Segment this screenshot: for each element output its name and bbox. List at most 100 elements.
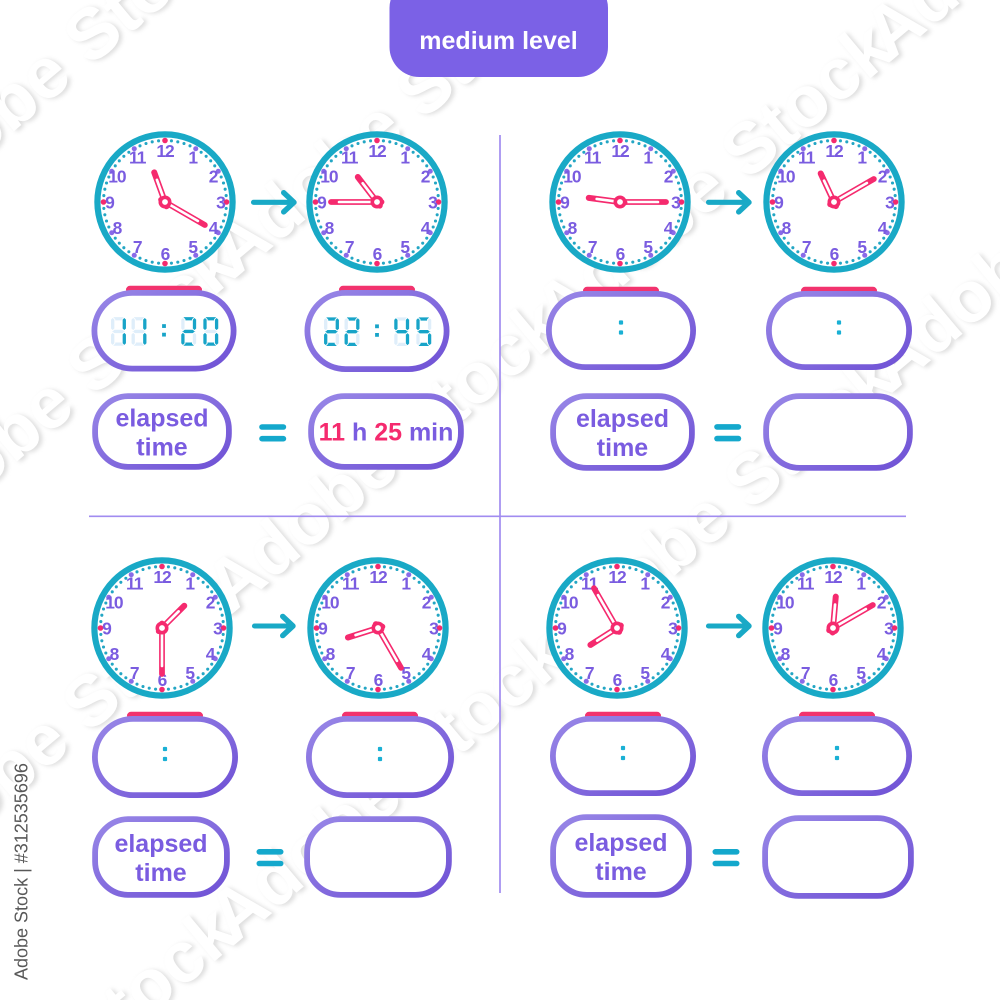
svg-text:3: 3: [671, 192, 681, 212]
svg-text:12: 12: [611, 141, 629, 161]
svg-text:6: 6: [613, 670, 623, 690]
svg-text:6: 6: [830, 244, 840, 264]
svg-text:elapsed: elapsed: [574, 829, 667, 857]
svg-text:3: 3: [668, 618, 678, 638]
svg-text:10: 10: [321, 593, 339, 613]
svg-text:time: time: [136, 434, 188, 462]
svg-text:9: 9: [774, 192, 784, 212]
svg-text:9: 9: [317, 192, 327, 212]
svg-text:11: 11: [126, 574, 144, 594]
svg-text:9: 9: [105, 192, 115, 212]
svg-text:4: 4: [661, 644, 671, 664]
svg-text:12: 12: [153, 567, 171, 587]
svg-text:6: 6: [616, 244, 626, 264]
svg-text:6: 6: [161, 244, 171, 264]
svg-text:6: 6: [373, 244, 383, 264]
svg-text:7: 7: [130, 663, 139, 683]
svg-text:4: 4: [209, 218, 219, 238]
svg-text:4: 4: [877, 644, 887, 664]
svg-text:12: 12: [369, 567, 387, 587]
svg-text:2: 2: [421, 167, 430, 187]
svg-text:1: 1: [856, 574, 866, 594]
svg-text:11: 11: [342, 574, 360, 594]
svg-text:4: 4: [422, 644, 432, 664]
svg-text:3: 3: [429, 618, 439, 638]
svg-text:5: 5: [401, 663, 411, 683]
svg-text:7: 7: [801, 663, 810, 683]
svg-text:1: 1: [643, 148, 653, 168]
svg-text:1: 1: [188, 148, 198, 168]
svg-text:8: 8: [568, 218, 578, 238]
svg-text:2: 2: [664, 167, 673, 187]
svg-text:medium level: medium level: [419, 27, 577, 55]
svg-text:elapsed: elapsed: [115, 405, 208, 433]
svg-text:10: 10: [776, 593, 794, 613]
svg-text:4: 4: [878, 218, 888, 238]
svg-text:2: 2: [661, 593, 670, 613]
svg-text:10: 10: [105, 593, 123, 613]
svg-text:5: 5: [856, 663, 866, 683]
svg-text:9: 9: [773, 618, 783, 638]
svg-text:5: 5: [640, 663, 650, 683]
svg-text:2: 2: [878, 167, 887, 187]
svg-text:11: 11: [341, 148, 359, 168]
svg-text:2: 2: [209, 167, 218, 187]
svg-text:6: 6: [158, 670, 168, 690]
svg-text:10: 10: [320, 167, 338, 187]
svg-text:elapsed: elapsed: [114, 830, 207, 858]
svg-text:8: 8: [565, 644, 575, 664]
svg-text:1: 1: [640, 574, 650, 594]
svg-text:5: 5: [400, 237, 410, 257]
svg-text:10: 10: [777, 167, 795, 187]
svg-text:11: 11: [797, 574, 815, 594]
svg-text:3: 3: [428, 192, 438, 212]
svg-text:8: 8: [110, 644, 120, 664]
svg-text:7: 7: [588, 237, 597, 257]
svg-text:6: 6: [829, 670, 839, 690]
svg-text:1: 1: [185, 574, 195, 594]
svg-text:2: 2: [206, 593, 215, 613]
svg-text:9: 9: [102, 618, 112, 638]
svg-text:7: 7: [133, 237, 142, 257]
svg-text:7: 7: [346, 663, 355, 683]
svg-text:8: 8: [781, 644, 791, 664]
svg-text:11: 11: [798, 148, 816, 168]
svg-text:3: 3: [213, 618, 223, 638]
svg-text:11: 11: [129, 148, 147, 168]
svg-text:5: 5: [188, 237, 198, 257]
svg-text:Adobe Stock | #312535696: Adobe Stock | #312535696: [12, 763, 32, 980]
svg-text:2: 2: [422, 593, 431, 613]
svg-text:time: time: [597, 434, 649, 462]
svg-text:6: 6: [374, 670, 384, 690]
svg-text:9: 9: [318, 618, 328, 638]
svg-text:11 h 25 min: 11 h 25 min: [319, 419, 454, 447]
svg-text:7: 7: [345, 237, 354, 257]
svg-text:12: 12: [825, 141, 843, 161]
svg-text:10: 10: [563, 167, 581, 187]
svg-text:5: 5: [185, 663, 195, 683]
svg-text:time: time: [135, 859, 187, 887]
svg-text:elapsed: elapsed: [576, 405, 669, 433]
svg-text:4: 4: [421, 218, 431, 238]
svg-text:10: 10: [108, 167, 126, 187]
svg-text:5: 5: [857, 237, 867, 257]
svg-text:12: 12: [824, 567, 842, 587]
svg-text:time: time: [595, 858, 647, 886]
svg-text:3: 3: [884, 618, 894, 638]
svg-text:9: 9: [560, 192, 570, 212]
svg-text:8: 8: [325, 218, 335, 238]
svg-text:1: 1: [401, 574, 411, 594]
svg-text:7: 7: [802, 237, 811, 257]
svg-text:1: 1: [400, 148, 410, 168]
svg-text:2: 2: [877, 593, 886, 613]
svg-text:4: 4: [206, 644, 216, 664]
svg-text:8: 8: [326, 644, 336, 664]
svg-text:9: 9: [557, 618, 567, 638]
svg-text:1: 1: [857, 148, 867, 168]
svg-text:8: 8: [113, 218, 123, 238]
svg-text:12: 12: [368, 141, 386, 161]
svg-text:3: 3: [885, 192, 895, 212]
svg-text:3: 3: [216, 192, 226, 212]
svg-text:11: 11: [584, 148, 602, 168]
svg-text:8: 8: [782, 218, 792, 238]
